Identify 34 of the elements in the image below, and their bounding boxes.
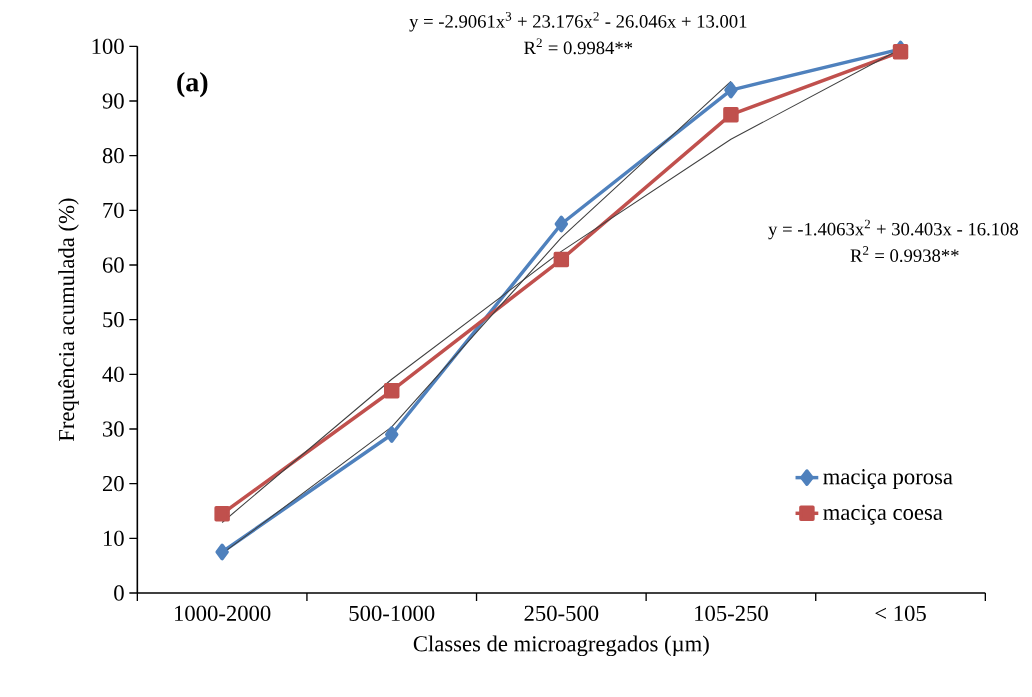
annotation: R$^{2}$ = 0.9938** [850, 246, 959, 263]
y-tick-label: 60 [102, 257, 124, 273]
x-tick-label: 1000-2000 [175, 605, 271, 622]
annotation: y = -1.4063x$^{2}$ + 30.403x - 16.108 [768, 219, 1019, 240]
x-tick-label: 250-500 [524, 605, 599, 622]
point [215, 543, 229, 561]
x-tick-label: 105-250 [695, 605, 768, 622]
y-tick-label: 20 [102, 476, 124, 492]
point [723, 106, 739, 123]
y-tick-label: 40 [102, 366, 124, 382]
point [383, 382, 400, 399]
y-tick-label: 10 [103, 530, 124, 546]
point [554, 215, 569, 233]
annotation: (a) [177, 71, 208, 98]
point [553, 251, 570, 268]
point [214, 505, 230, 522]
y-axis-title: Frequência acumulada (%) [58, 198, 79, 442]
y-tick-label: 100 [92, 38, 124, 54]
x-tick-label: < 105 [875, 605, 926, 622]
x-axis-title: Classes de microagregados (µm) [413, 635, 709, 657]
y-tick-label: 70 [103, 202, 124, 218]
y-tick-label: 50 [103, 312, 124, 328]
x-tick-label: 500-1000 [349, 605, 435, 622]
annotation: R$^{2}$ = 0.9984** [524, 38, 633, 55]
y-tick-label: 90 [102, 93, 124, 109]
y-tick-label: 30 [103, 421, 124, 437]
text: y = -2.9061x$^{3}$ + 23.176x$^{2}$ - 26.046x + 13.001 [409, 11, 747, 32]
legend-label: maciça coesa [823, 504, 943, 525]
y-tick-label: 0 [114, 585, 124, 601]
legend-label: maciça porosa [823, 469, 953, 489]
point [384, 426, 399, 443]
point [892, 44, 909, 60]
y-tick-label: 80 [102, 148, 124, 164]
point [724, 81, 738, 99]
